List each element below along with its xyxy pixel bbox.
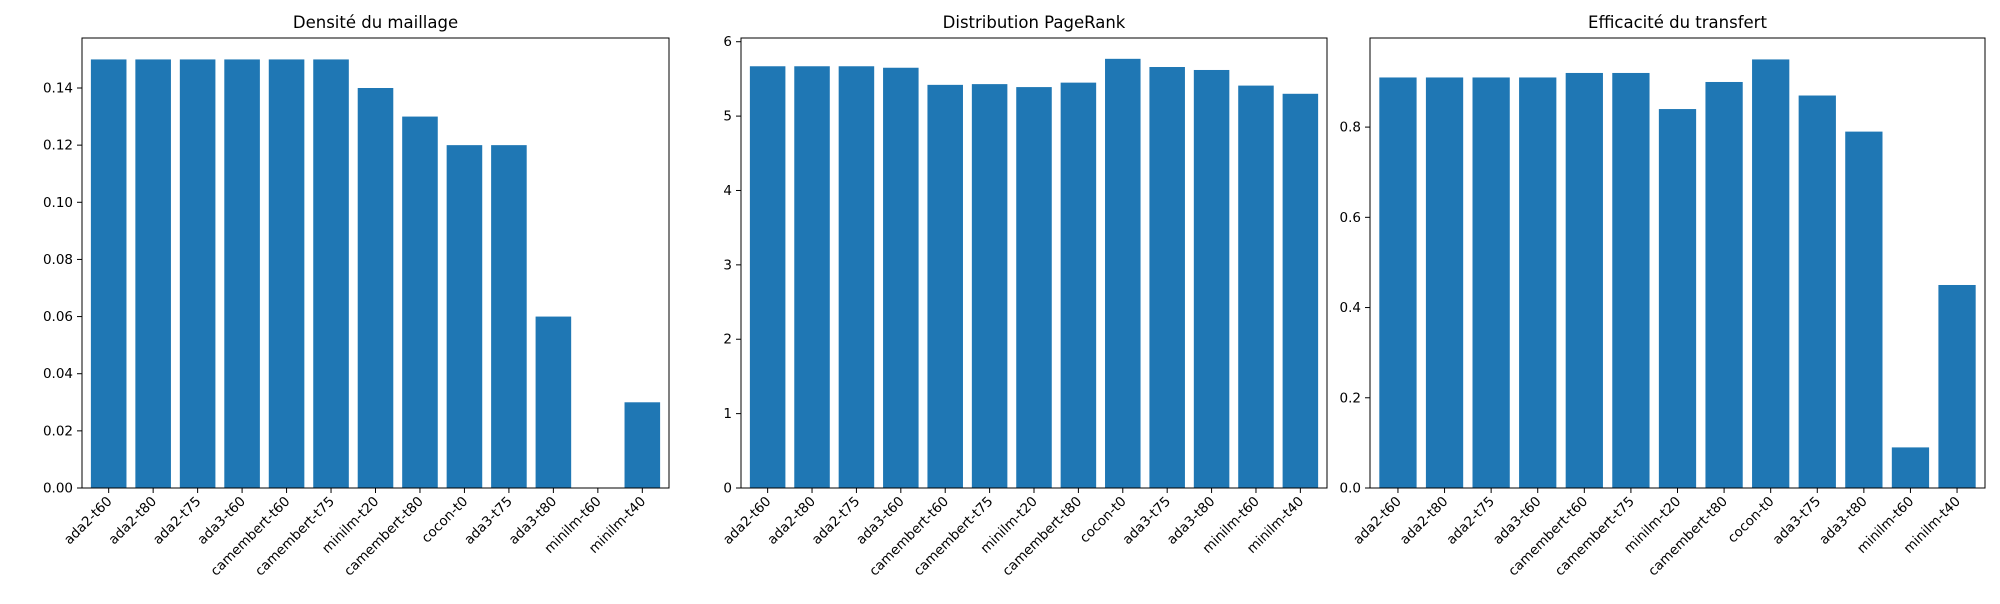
- x-tick-label: camembert-t60: [866, 494, 952, 580]
- x-tick-label: camembert-t75: [252, 494, 338, 580]
- bar-camembert-t60: [927, 84, 963, 489]
- y-tick-label: 0.12: [43, 138, 73, 154]
- y-tick-label: 0.2: [1340, 390, 1361, 406]
- chart-title: Distribution PageRank: [943, 13, 1126, 32]
- y-tick-label: 0.00: [43, 481, 73, 497]
- y-tick-label: 0.02: [43, 423, 73, 439]
- bar-camembert-t60: [1565, 72, 1603, 489]
- bar-cocon-t0: [446, 145, 483, 488]
- y-tick-label: 0.4: [1340, 300, 1361, 316]
- bar-ada3-t80: [1845, 131, 1883, 489]
- bar-ada3-t80: [1193, 69, 1230, 488]
- bar-ada3-t60: [883, 67, 919, 488]
- y-tick-label: 0.08: [43, 252, 73, 268]
- x-tick-label: ada2-t80: [1397, 494, 1451, 548]
- y-tick-label: 3: [723, 257, 732, 273]
- x-tick-label: camembert-t75: [911, 494, 997, 580]
- bar-cocon-t0: [1105, 58, 1141, 488]
- bar-ada2-t75: [838, 66, 875, 488]
- bar-minilm-t40: [624, 402, 661, 488]
- bar-ada2-t60: [749, 66, 786, 488]
- y-tick-label: 1: [723, 406, 732, 422]
- bar-ada2-t75: [179, 59, 216, 489]
- bar-ada3-t75: [491, 145, 527, 488]
- y-tick-label: 0: [723, 481, 732, 497]
- bar-ada3-t60: [224, 59, 260, 489]
- x-tick-label: ada2-t75: [1443, 494, 1497, 548]
- bar-ada3-t60: [1519, 77, 1557, 488]
- bar-camembert-t75: [971, 84, 1008, 489]
- x-tick-label: camembert-t80: [999, 494, 1085, 580]
- bar-ada2-t80: [794, 66, 830, 488]
- bar-camembert-t60: [268, 59, 305, 489]
- bar-minilm-t60: [1238, 85, 1274, 488]
- bar-camembert-t80: [1705, 81, 1743, 488]
- y-tick-label: 0.8: [1340, 120, 1361, 136]
- bar-ada3-t80: [535, 316, 572, 488]
- bar-camembert-t75: [313, 59, 349, 489]
- x-tick-label: cocon-t0: [1725, 494, 1778, 547]
- bar-camembert-t80: [1060, 82, 1097, 488]
- bar-minilm-t20: [1658, 109, 1697, 489]
- bar-camembert-t75: [1612, 72, 1650, 489]
- bar-camembert-t80: [402, 116, 438, 488]
- chart-panel-1: 0.000.020.040.060.080.100.120.14ada2-t60…: [43, 13, 670, 580]
- x-tick-label: camembert-t75: [1552, 494, 1638, 580]
- bar-minilm-t20: [1016, 87, 1052, 488]
- chart-title: Efficacité du transfert: [1588, 13, 1767, 32]
- y-tick-label: 6: [723, 34, 732, 50]
- y-tick-label: 0.06: [43, 309, 73, 325]
- y-tick-label: 0.10: [43, 195, 73, 211]
- x-tick-label: camembert-t60: [208, 494, 294, 580]
- bar-ada2-t60: [1379, 77, 1417, 488]
- y-tick-label: 0.6: [1340, 210, 1361, 226]
- bar-ada2-t80: [1425, 77, 1464, 488]
- y-tick-label: 0.0: [1340, 481, 1361, 497]
- x-tick-label: ada2-t60: [1350, 494, 1404, 548]
- chart-panel-2: 0123456ada2-t60ada2-t80ada2-t75ada3-t60c…: [720, 13, 1328, 580]
- y-tick-label: 2: [723, 332, 732, 348]
- bar-ada3-t75: [1798, 95, 1836, 489]
- bar-ada2-t75: [1472, 77, 1510, 488]
- y-tick-label: 4: [723, 183, 732, 199]
- bar-minilm-t20: [357, 88, 394, 488]
- x-tick-label: camembert-t60: [1505, 494, 1591, 580]
- bar-minilm-t40: [1282, 93, 1319, 488]
- bar-minilm-t60: [1891, 447, 1930, 488]
- bar-ada2-t80: [135, 59, 171, 489]
- x-tick-label: camembert-t80: [341, 494, 427, 580]
- bar-minilm-t40: [1938, 284, 1976, 488]
- y-tick-label: 5: [723, 109, 732, 125]
- bar-cocon-t0: [1752, 59, 1790, 489]
- y-tick-label: 0.14: [43, 81, 73, 97]
- bar-ada2-t60: [90, 59, 127, 489]
- x-tick-label: ada3-t75: [1770, 494, 1824, 548]
- chart-title: Densité du maillage: [293, 13, 458, 32]
- y-tick-label: 0.04: [43, 366, 73, 382]
- x-tick-label: camembert-t80: [1645, 494, 1731, 580]
- bar-ada3-t75: [1149, 67, 1185, 488]
